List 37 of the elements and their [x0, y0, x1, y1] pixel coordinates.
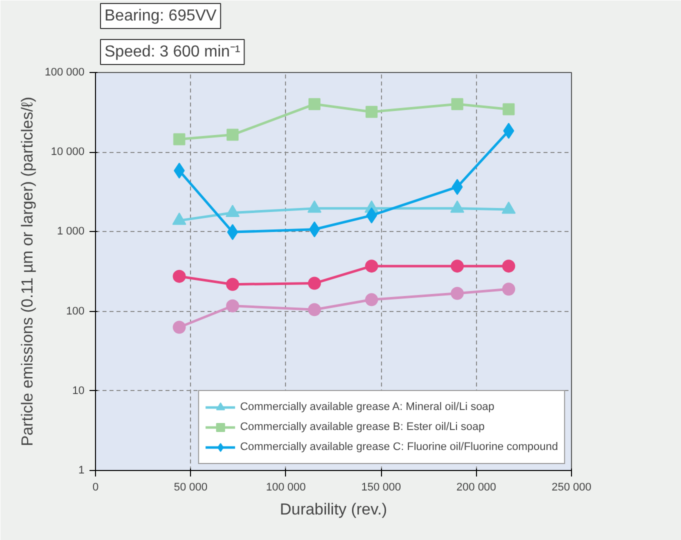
point — [502, 282, 516, 296]
point — [173, 133, 186, 146]
point — [308, 276, 321, 290]
point — [172, 320, 186, 334]
y-tick-label: 10 — [72, 384, 85, 397]
y-axis-title: Particle emissions (0.11 µm or larger) (particles/ℓ) — [20, 96, 37, 446]
y-tick-label: 100 000 — [44, 66, 85, 78]
legend-label: Commercially available grease C: Fluorine oil/Fluorine compound — [240, 440, 558, 454]
y-tick-label: 10 000 — [50, 146, 85, 158]
point — [308, 303, 321, 316]
point — [451, 98, 464, 110]
point — [502, 103, 515, 116]
text: Speed: 3 600 min⁻¹ — [104, 44, 240, 60]
point — [450, 260, 464, 273]
point — [365, 260, 378, 273]
point — [366, 106, 378, 118]
point — [226, 299, 240, 312]
point — [308, 98, 320, 110]
x-tick-label: 0 — [92, 482, 99, 494]
point — [172, 270, 186, 283]
legend-label: Commercially available grease A: Mineral oil/Li soap — [240, 400, 494, 414]
x-tick-label: 50 000 — [174, 482, 208, 494]
x-tick-label: 100 000 — [266, 482, 306, 494]
legend-label: Commercially available grease B: Ester oil/Li soap — [240, 420, 485, 434]
text: Bearing: 695VV — [104, 8, 217, 24]
point — [450, 286, 464, 300]
x-tick-label: 150 000 — [361, 482, 401, 494]
y-tick-label: 1 000 — [56, 226, 85, 238]
point — [226, 128, 239, 141]
y-tick-label: 100 — [66, 305, 85, 318]
point — [502, 260, 516, 273]
x-tick-label: 250 000 — [552, 482, 592, 494]
y-tick-label: 1 — [78, 464, 85, 476]
x-tick-label: 200 000 — [456, 482, 496, 494]
point — [226, 278, 240, 291]
point — [365, 293, 378, 306]
x-axis-title: Durability (rev.) — [280, 502, 388, 518]
